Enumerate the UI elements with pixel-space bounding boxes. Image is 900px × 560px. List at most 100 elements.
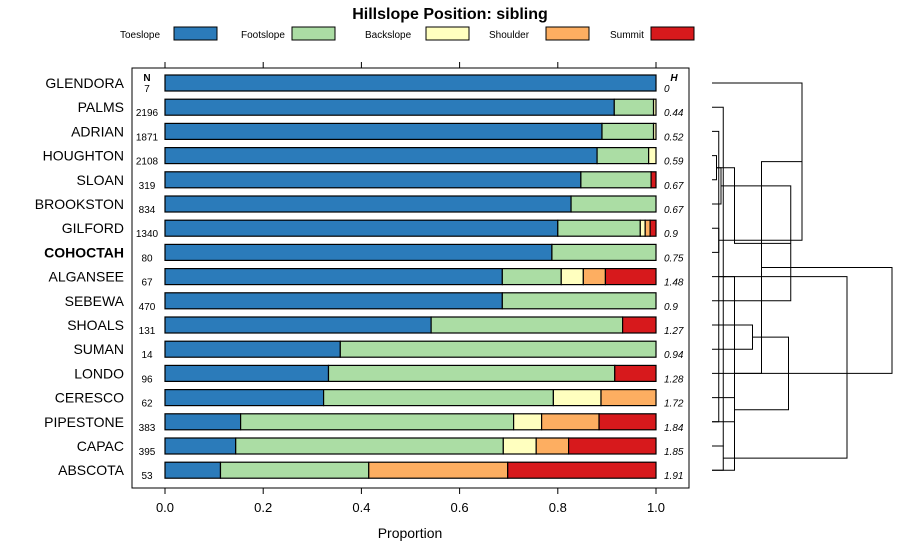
row-label-algansee: ALGANSEE	[49, 269, 124, 285]
bar-row-houghton: HOUGHTON 2108 0.59	[43, 147, 684, 168]
h-value-cohoctah: 0.75	[664, 253, 684, 264]
row-label-adrian: ADRIAN	[71, 123, 124, 139]
row-label-shoals: SHOALS	[67, 317, 124, 333]
n-value-abscota: 53	[141, 471, 153, 482]
h-value-brookston: 0.67	[664, 205, 684, 216]
row-label-gilford: GILFORD	[62, 220, 124, 236]
bar-row-londo: LONDO 96 1.28	[74, 364, 684, 385]
x-tick-label: 0.2	[254, 500, 272, 515]
bar-row-abscota: ABSCOTA 53 1.91	[58, 461, 683, 482]
bar-segment-londo-footslope	[327, 364, 616, 382]
n-value-glendora: 7	[144, 84, 150, 95]
row-label-pipestone: PIPESTONE	[44, 414, 124, 430]
bar-segment-capac-footslope	[235, 437, 504, 455]
bar-segment-algansee-summit	[604, 268, 657, 286]
bar-row-sebewa: SEBEWA 470 0.9	[65, 292, 678, 313]
bar-segment-londo-toeslope	[164, 364, 330, 382]
bar-row-pipestone: PIPESTONE 383 1.84	[44, 413, 684, 434]
h-value-houghton: 0.59	[664, 157, 684, 168]
dendrogram-branch	[712, 324, 753, 350]
bar-segment-adrian-footslope	[601, 122, 655, 141]
legend-swatch-footslope	[291, 26, 336, 41]
legend-swatch-toeslope	[173, 26, 218, 41]
h-value-glendora: 0	[664, 84, 670, 95]
h-value-adrian: 0.52	[664, 132, 684, 143]
h-value-londo: 1.28	[664, 374, 684, 385]
bar-segment-shoals-toeslope	[164, 316, 432, 334]
bar-row-shoals: SHOALS 131 1.27	[67, 316, 684, 337]
n-column-header: N	[143, 73, 150, 84]
n-value-cohoctah: 80	[141, 253, 153, 264]
bar-segment-cohoctah-footslope	[551, 243, 657, 261]
n-value-brookston: 834	[139, 205, 156, 216]
legend-label-shoulder: Shoulder	[489, 30, 530, 41]
bar-row-gilford: GILFORD 1340 0.9	[62, 219, 678, 240]
legend-swatch-shoulder	[545, 26, 590, 41]
bar-segment-houghton-backslope	[648, 147, 657, 165]
bar-segment-capac-shoulder	[535, 437, 570, 455]
n-value-capac: 395	[139, 447, 156, 458]
row-label-capac: CAPAC	[77, 438, 124, 454]
n-value-sloan: 319	[139, 181, 156, 192]
bar-segment-gilford-shoulder	[644, 219, 651, 237]
row-label-sloan: SLOAN	[77, 172, 124, 188]
bar-row-suman: SUMAN 14 0.94	[73, 340, 684, 361]
dendrogram-branch	[712, 227, 720, 253]
h-column-header: H	[670, 73, 678, 84]
row-label-cohoctah: COHOCTAH	[44, 244, 124, 260]
plot-frame	[131, 67, 690, 489]
row-label-palms: PALMS	[78, 99, 124, 115]
h-value-sebewa: 0.9	[664, 302, 678, 313]
bar-row-adrian: ADRIAN 1871 0.52	[71, 122, 684, 143]
bar-segment-gilford-summit	[649, 219, 657, 237]
bar-row-sloan: SLOAN 319 0.67	[77, 171, 684, 192]
bar-segment-pipestone-shoulder	[540, 413, 600, 431]
h-value-ceresco: 1.72	[664, 399, 684, 410]
bar-segment-capac-toeslope	[164, 437, 237, 455]
bar-segment-houghton-toeslope	[164, 147, 598, 165]
bar-segment-shoals-summit	[622, 316, 657, 334]
bar-rows: GLENDORA 7 0 PALMS 2196 0.44 ADRIAN 1871 0.52 HOU…	[35, 74, 684, 482]
legend-label-footslope: Footslope	[241, 30, 285, 41]
n-value-pipestone: 383	[139, 423, 156, 434]
dendrogram-branch	[716, 167, 791, 244]
h-value-sloan: 0.67	[664, 181, 684, 192]
bar-row-cohoctah: COHOCTAH 80 0.75	[44, 243, 684, 264]
bar-segment-brookston-toeslope	[164, 195, 572, 213]
bar-segment-pipestone-toeslope	[164, 413, 242, 431]
n-value-londo: 96	[141, 374, 153, 385]
x-axis: 0.0 0.2 0.4 0.6 0.8 1.0	[156, 62, 665, 515]
legend-label-summit: Summit	[610, 30, 644, 41]
legend-swatch-backslope	[425, 26, 470, 41]
bar-segment-suman-footslope	[339, 340, 657, 358]
legend-label-toeslope: Toeslope	[120, 30, 160, 41]
bar-segment-gilford-backslope	[639, 219, 646, 237]
n-value-shoals: 131	[139, 326, 156, 337]
bar-segment-cohoctah-toeslope	[164, 243, 553, 261]
bar-segment-algansee-shoulder	[582, 268, 607, 286]
bar-segment-pipestone-backslope	[513, 413, 543, 431]
bar-segment-sloan-summit	[650, 171, 657, 189]
n-value-sebewa: 470	[139, 302, 156, 313]
bar-segment-gilford-toeslope	[164, 219, 559, 237]
bar-row-glendora: GLENDORA 7 0	[45, 74, 670, 95]
row-label-glendora: GLENDORA	[45, 75, 124, 91]
bar-segment-abscota-toeslope	[164, 461, 222, 479]
dendrogram-branch	[712, 445, 724, 471]
bar-segment-palms-footslope	[613, 98, 655, 116]
n-value-ceresco: 62	[141, 399, 153, 410]
bar-row-ceresco: CERESCO 62 1.72	[55, 389, 684, 410]
bar-row-brookston: BROOKSTON 834 0.67	[35, 195, 684, 216]
bar-segment-adrian-backslope	[652, 122, 657, 141]
bar-segment-sebewa-footslope	[501, 292, 657, 310]
bar-row-algansee: ALGANSEE 67 1.48	[49, 268, 684, 289]
bar-segment-algansee-backslope	[560, 268, 584, 286]
bar-segment-ceresco-footslope	[322, 389, 554, 407]
h-value-suman: 0.94	[664, 350, 684, 361]
bar-segment-brookston-footslope	[570, 195, 657, 213]
row-label-ceresco: CERESCO	[55, 390, 124, 406]
n-value-gilford: 1340	[136, 229, 159, 240]
h-value-gilford: 0.9	[664, 229, 678, 240]
x-tick-label: 0.8	[549, 500, 567, 515]
